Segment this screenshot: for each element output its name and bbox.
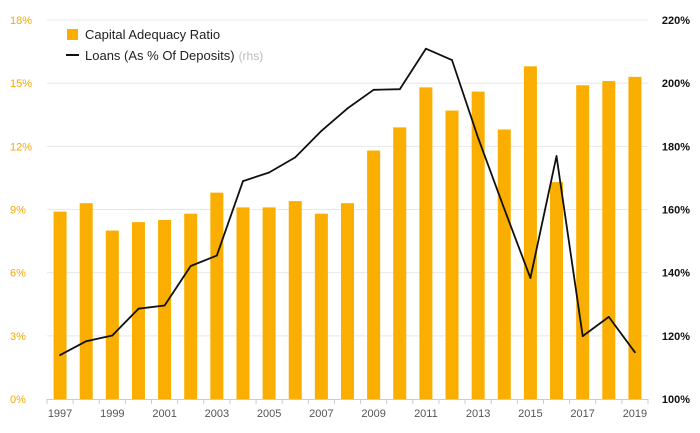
line-point-2011	[424, 47, 427, 50]
line-point-2004	[242, 180, 244, 182]
bar-2018	[602, 81, 616, 400]
bar-2013	[471, 91, 485, 399]
bar-2012	[445, 110, 459, 400]
line-point-2008	[346, 107, 349, 110]
line-series-loans	[59, 47, 636, 356]
y-right-tick-label: 200%	[662, 78, 690, 90]
bar-2007	[314, 213, 328, 399]
y-left-tick-label: 12%	[10, 141, 32, 153]
line-point-2013	[477, 137, 480, 140]
x-tick-label: 2017	[570, 408, 594, 420]
bar-2001	[158, 220, 172, 399]
line-point-2014	[503, 207, 506, 210]
bar-2006	[288, 201, 302, 399]
line-point-2018	[607, 315, 610, 318]
x-tick-label: 2019	[623, 408, 647, 420]
legend-swatch-bar	[67, 29, 78, 40]
y-right-tick-label: 220%	[662, 15, 690, 27]
bar-2010	[393, 127, 407, 399]
y-left-tick-label: 9%	[10, 205, 26, 217]
y-right-tick-label: 140%	[662, 268, 690, 280]
legend: Capital Adequacy Ratio Loans (As % Of Dep…	[66, 27, 263, 63]
line-point-2019	[634, 351, 636, 354]
y-right-tick-label: 180%	[662, 141, 690, 153]
axes: 0% 100% 3% 120% 6% 140% 9% 160% 12% 180% 15% 200% 18…	[10, 15, 690, 420]
bar-2003	[210, 192, 224, 399]
line-point-2012	[451, 59, 453, 62]
bar-2000	[131, 222, 145, 399]
y-left-tick-label: 18%	[10, 15, 32, 27]
bar-1997	[53, 211, 67, 399]
x-tick-label: 2005	[257, 408, 281, 420]
line-point-2015	[529, 277, 532, 279]
y-left-tick-label: 6%	[10, 268, 26, 280]
line-point-2016	[555, 155, 558, 158]
x-tick-label: 2009	[361, 408, 385, 420]
line-point-2000	[137, 307, 140, 310]
line-point-2010	[398, 88, 401, 91]
line-point-1997	[59, 354, 61, 356]
line-point-2017	[581, 335, 584, 338]
bar-2002	[184, 213, 198, 399]
x-tick-label: 2003	[205, 408, 229, 420]
bar-2005	[262, 207, 276, 399]
x-tick-label: 2011	[414, 408, 438, 420]
y-left-tick-label: 3%	[10, 331, 26, 343]
line-point-1998	[85, 340, 88, 343]
line-point-2007	[320, 129, 323, 132]
y-right-tick-label: 120%	[662, 331, 690, 343]
bar-2019	[628, 76, 642, 399]
bar-series-capital-adequacy	[53, 66, 642, 400]
bar-2011	[419, 87, 433, 399]
bar-1999	[105, 230, 119, 399]
line-point-2001	[163, 304, 166, 307]
y-right-tick-label: 160%	[662, 205, 690, 217]
line-point-2005	[268, 171, 271, 174]
x-tick-label: 1997	[48, 408, 72, 420]
bar-1998	[79, 203, 93, 399]
x-tick-label: 2013	[466, 408, 490, 420]
legend-label-rhs: (rhs)	[239, 49, 264, 63]
x-tick-label: 1999	[100, 408, 124, 420]
bar-2017	[576, 85, 590, 400]
x-tick-label: 2007	[309, 408, 333, 420]
bar-2016	[550, 182, 564, 399]
line-point-2009	[372, 88, 375, 91]
bar-2015	[523, 66, 537, 400]
x-tick-label: 2015	[518, 408, 542, 420]
line-point-2002	[189, 265, 192, 267]
x-tick-label: 2001	[152, 408, 176, 420]
y-left-tick-label: 0%	[10, 394, 26, 406]
bar-2008	[341, 203, 354, 399]
legend-label-loans-text: Loans (As % Of Deposits)	[85, 48, 235, 63]
y-left-tick-label: 15%	[10, 78, 32, 90]
y-right-tick-label: 100%	[662, 394, 690, 406]
bar-2014	[497, 129, 511, 399]
legend-label-capital-adequacy: Capital Adequacy Ratio	[85, 27, 220, 42]
bar-2009	[367, 150, 381, 399]
line-point-2006	[294, 156, 297, 159]
line-point-1999	[111, 334, 114, 337]
bar-2004	[236, 207, 250, 399]
legend-label-loans: Loans (As % Of Deposits) (rhs)	[85, 48, 263, 63]
line-point-2003	[215, 254, 218, 257]
